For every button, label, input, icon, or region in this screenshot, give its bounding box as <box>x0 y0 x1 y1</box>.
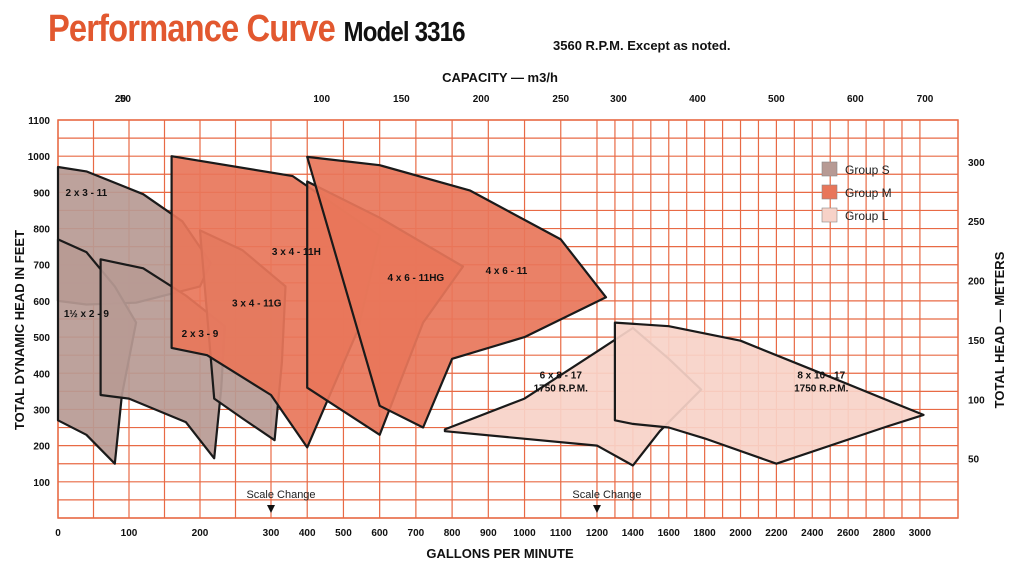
title-text: Performance Curve <box>48 8 336 50</box>
legend-swatch <box>821 207 838 223</box>
capacity-tick-label: 300 <box>610 94 627 105</box>
curve-8-x-10-17 <box>613 321 925 465</box>
capacity-tick-label: 500 <box>768 94 785 105</box>
curve-4-x-6-11 <box>306 155 608 429</box>
gpm-tick-label: 700 <box>408 528 425 539</box>
head-ft-tick-label: 400 <box>33 369 50 380</box>
curve-sublabel: 1750 R.P.M. <box>534 384 589 395</box>
capacity-tick-label: 150 <box>393 94 410 105</box>
curve-label: 4 x 6 - 11HG <box>388 273 445 284</box>
head-m-tick-label: 250 <box>968 217 985 228</box>
scale-change-arrow <box>592 505 601 513</box>
gpm-tick-label: 1200 <box>586 528 609 539</box>
gpm-tick-label: 1000 <box>513 528 536 539</box>
gpm-tick-label: 300 <box>263 528 280 539</box>
capacity-axis-title: CAPACITY — m3/h <box>442 70 558 85</box>
legend-label: Group M <box>845 186 892 200</box>
legend-label: Group S <box>845 163 890 177</box>
curve-label: 2 x 3 - 11 <box>66 188 108 199</box>
rpm-note: 3560 R.P.M. Except as noted. <box>553 38 731 53</box>
head-feet-axis-title: TOTAL DYNAMIC HEAD IN FEET <box>12 230 27 430</box>
curve-sublabel: 1750 R.P.M. <box>794 384 849 395</box>
head-ft-tick-label: 700 <box>33 261 50 272</box>
curve-label: 1½ x 2 - 9 <box>64 309 109 320</box>
head-m-tick-label: 100 <box>968 395 985 406</box>
gpm-tick-label: 1600 <box>658 528 681 539</box>
curve-label: 3 x 4 - 11H <box>272 247 321 258</box>
gpm-tick-label: 1400 <box>622 528 645 539</box>
legend-label: Group L <box>845 209 889 223</box>
head-m-tick-label: 50 <box>968 455 980 466</box>
gpm-tick-label: 1800 <box>694 528 717 539</box>
capacity-tick-label: 250 <box>552 94 569 105</box>
gpm-tick-label: 2800 <box>873 528 896 539</box>
gpm-tick-label: 500 <box>335 528 352 539</box>
head-m-tick-label: 150 <box>968 336 985 347</box>
head-ft-tick-label: 900 <box>33 188 50 199</box>
gpm-tick-label: 100 <box>121 528 138 539</box>
page-title: Performance Curve Model 3316 <box>48 8 466 51</box>
curve-labels: 2 x 3 - 11 1½ x 2 - 9 2 x 3 - 9 3 x 4 - 11G… <box>64 188 849 395</box>
axes: 0 100 200 300 400 500 600 700 800 900 1000 1100 1200… <box>28 94 985 539</box>
gpm-tick-label: 2600 <box>837 528 860 539</box>
gpm-tick-label: 2000 <box>729 528 752 539</box>
head-ft-tick-label: 800 <box>33 225 50 236</box>
scale-change-label: Scale Change <box>246 489 315 501</box>
curve-label: 2 x 3 - 9 <box>182 329 219 340</box>
head-ft-tick-label: 100 <box>33 478 50 489</box>
gpm-tick-label: 800 <box>444 528 461 539</box>
capacity-tick-label: 200 <box>473 94 490 105</box>
gpm-tick-label: 600 <box>371 528 388 539</box>
legend-swatch <box>821 161 838 177</box>
scale-change-label: Scale Change <box>572 489 641 501</box>
curve-areas <box>56 155 925 467</box>
head-ft-tick-label: 600 <box>33 297 50 308</box>
curve-label: 8 x 10 - 17 <box>797 371 845 382</box>
capacity-tick-label: 600 <box>847 94 864 105</box>
gpm-tick-label: 400 <box>299 528 316 539</box>
curve-label: 4 x 6 - 11 <box>486 266 528 277</box>
gpm-tick-label: 0 <box>55 528 61 539</box>
capacity-tick-label: 700 <box>917 94 934 105</box>
scale-change-arrow <box>267 505 275 513</box>
gpm-axis-title: GALLONS PER MINUTE <box>426 546 574 561</box>
model-text: Model 3316 <box>343 16 465 47</box>
capacity-tick-label: 100 <box>313 94 330 105</box>
curve-label: 6 x 8 - 17 <box>540 371 583 382</box>
legend-swatch <box>821 184 838 200</box>
head-m-tick-label: 300 <box>968 158 985 169</box>
head-ft-tick-label: 300 <box>33 405 50 416</box>
head-ft-tick-label: 500 <box>33 333 50 344</box>
gpm-tick-label: 2400 <box>801 528 824 539</box>
gpm-tick-label: 1100 <box>550 528 572 539</box>
curve-label: 3 x 4 - 11G <box>232 298 282 309</box>
head-ft-tick-label: 1100 <box>28 116 50 127</box>
gpm-tick-label: 200 <box>192 528 209 539</box>
capacity-tick-label: 400 <box>689 94 706 105</box>
gpm-tick-label: 900 <box>480 528 497 539</box>
gpm-tick-label: 2200 <box>765 528 788 539</box>
gpm-tick-label: 3000 <box>909 528 932 539</box>
head-ft-tick-label: 1000 <box>28 152 51 163</box>
capacity-tick-label: 50 <box>120 94 132 105</box>
head-ft-tick-label: 200 <box>33 442 50 453</box>
head-meters-axis-title: TOTAL HEAD — METERS <box>992 251 1007 408</box>
legend: Group S Group M Group L <box>821 161 892 223</box>
head-m-tick-label: 200 <box>968 277 985 288</box>
capacity-tick-label: 20 <box>115 94 127 105</box>
